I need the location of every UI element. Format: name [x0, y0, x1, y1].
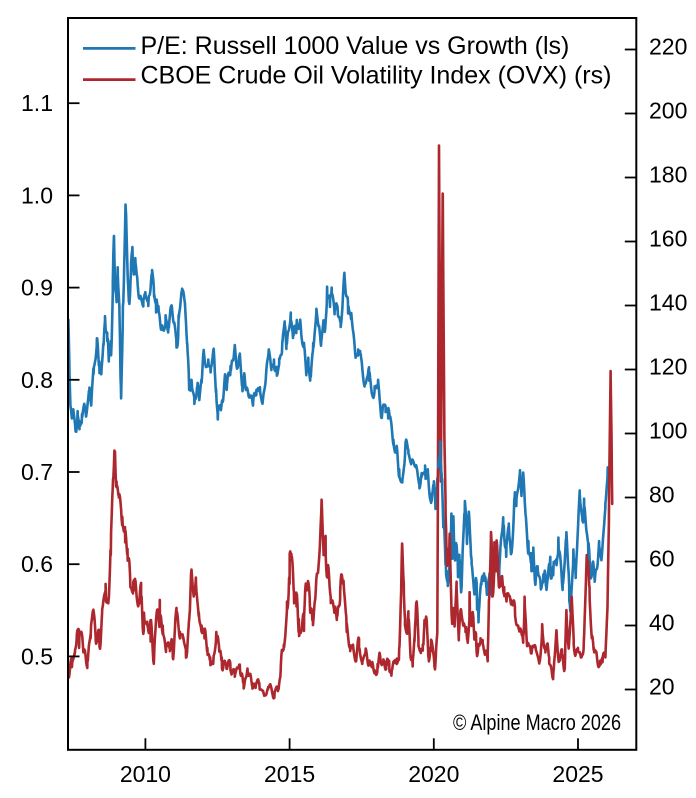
- svg-text:CBOE Crude Oil Volatility Inde: CBOE Crude Oil Volatility Index (OVX) (r…: [141, 61, 612, 89]
- svg-text:0.7: 0.7: [21, 459, 53, 485]
- svg-text:200: 200: [649, 97, 687, 123]
- svg-text:1.1: 1.1: [21, 90, 53, 116]
- svg-text:0.9: 0.9: [21, 275, 53, 301]
- svg-text:20: 20: [649, 673, 675, 699]
- svg-text:1.0: 1.0: [21, 182, 53, 208]
- svg-text:60: 60: [649, 545, 675, 571]
- svg-text:0.6: 0.6: [21, 551, 53, 577]
- svg-text:80: 80: [649, 481, 675, 507]
- svg-text:© Alpine Macro 2026: © Alpine Macro 2026: [453, 710, 621, 735]
- svg-text:0.8: 0.8: [21, 367, 53, 393]
- svg-text:100: 100: [649, 417, 687, 443]
- svg-text:160: 160: [649, 225, 687, 251]
- svg-text:2020: 2020: [408, 761, 459, 787]
- svg-text:2025: 2025: [552, 761, 603, 787]
- svg-text:40: 40: [649, 609, 675, 635]
- svg-text:2015: 2015: [264, 761, 315, 787]
- svg-text:220: 220: [649, 33, 687, 59]
- svg-text:140: 140: [649, 289, 687, 315]
- svg-text:P/E: Russell 1000 Value vs Gro: P/E: Russell 1000 Value vs Growth (ls): [141, 32, 570, 60]
- svg-text:180: 180: [649, 161, 687, 187]
- svg-text:120: 120: [649, 353, 687, 379]
- svg-text:0.5: 0.5: [21, 643, 53, 669]
- svg-text:2010: 2010: [120, 761, 171, 787]
